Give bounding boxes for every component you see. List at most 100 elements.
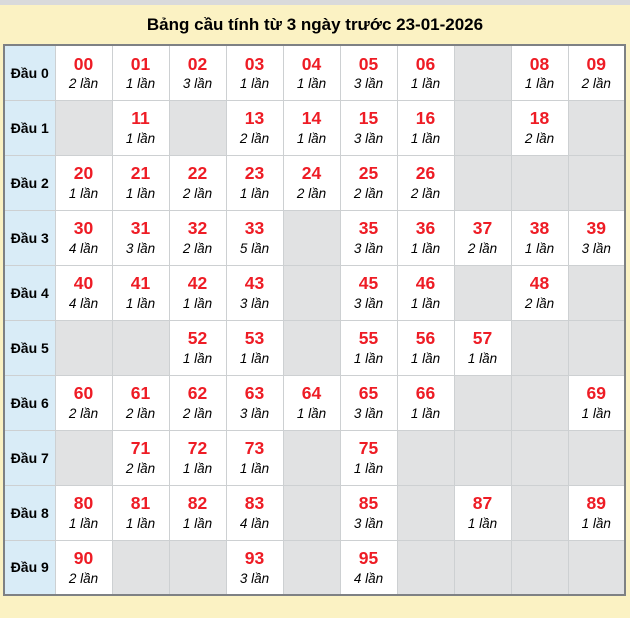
cell-number: 85 xyxy=(358,493,379,514)
table-wrap: Đầu 0 00 2 lần 01 1 lần 02 3 lần 03 1 lần 04 1 lần… xyxy=(0,44,630,596)
cell-61: 61 2 lần xyxy=(111,374,170,431)
cell-number: 75 xyxy=(358,438,379,459)
cell-45: 45 3 lần xyxy=(339,264,398,321)
cell-number: 35 xyxy=(358,218,379,239)
cell-times: 2 lần xyxy=(68,406,99,422)
cell-times: 1 lần xyxy=(125,516,156,532)
cell-number: 18 xyxy=(529,108,550,129)
cell-times: 1 lần xyxy=(467,351,498,367)
cell-38: 38 1 lần xyxy=(510,209,569,266)
cell-number: 24 xyxy=(301,163,322,184)
table-row: Đầu 6 60 2 lần 61 2 lần 62 2 lần 63 3 lần 64 1 lần… xyxy=(3,374,626,431)
cell-number: 73 xyxy=(244,438,265,459)
empty-cell xyxy=(54,429,113,486)
cell-times: 1 lần xyxy=(581,516,611,532)
cell-20: 20 1 lần xyxy=(54,154,113,211)
cell-times: 4 lần xyxy=(353,570,384,586)
cell-number: 65 xyxy=(358,383,379,404)
cell-number: 43 xyxy=(244,273,265,294)
cell-number: 38 xyxy=(529,218,550,239)
cell-times: 2 lần xyxy=(182,186,213,202)
cell-number: 46 xyxy=(415,273,436,294)
empty-cell xyxy=(510,484,569,541)
cell-21: 21 1 lần xyxy=(111,154,170,211)
cell-36: 36 1 lần xyxy=(396,209,455,266)
cell-65: 65 3 lần xyxy=(339,374,398,431)
cell-times: 1 lần xyxy=(239,351,270,367)
empty-cell xyxy=(111,539,170,596)
cell-times: 3 lần xyxy=(239,406,270,422)
empty-cell xyxy=(567,154,626,211)
cell-times: 1 lần xyxy=(410,76,441,92)
cell-number: 60 xyxy=(73,383,94,404)
cell-26: 26 2 lần xyxy=(396,154,455,211)
cell-number: 52 xyxy=(187,328,208,349)
cell-times: 1 lần xyxy=(239,186,270,202)
cell-number: 53 xyxy=(244,328,265,349)
cell-times: 3 lần xyxy=(239,570,270,586)
empty-cell xyxy=(567,319,626,376)
cell-56: 56 1 lần xyxy=(396,319,455,376)
cell-number: 39 xyxy=(586,218,606,239)
table-row: Đầu 2 20 1 lần 21 1 lần 22 2 lần 23 1 lần 24 2 lần… xyxy=(3,154,626,211)
cell-number: 80 xyxy=(73,493,94,514)
cell-number: 48 xyxy=(529,273,550,294)
cell-number: 11 xyxy=(131,108,150,129)
cell-number: 09 xyxy=(586,53,606,74)
cell-82: 82 1 lần xyxy=(168,484,227,541)
cell-number: 23 xyxy=(244,163,265,184)
empty-cell xyxy=(282,539,341,596)
cell-number: 25 xyxy=(358,163,379,184)
cell-number: 04 xyxy=(301,53,322,74)
empty-cell xyxy=(510,539,569,596)
cell-13: 13 2 lần xyxy=(225,99,284,156)
cell-times: 3 lần xyxy=(353,131,384,147)
cell-times: 2 lần xyxy=(182,406,213,422)
table-row: Đầu 1 11 1 lần 13 2 lần 14 1 lần 15 3 lần 16 1 lần… xyxy=(3,99,626,156)
cell-times: 2 lần xyxy=(68,570,99,586)
cell-times: 3 lần xyxy=(581,241,611,257)
empty-cell xyxy=(567,539,626,596)
cell-14: 14 1 lần xyxy=(282,99,341,156)
cell-number: 42 xyxy=(187,273,208,294)
cell-89: 89 1 lần xyxy=(567,484,626,541)
table-row: Đầu 4 40 4 lần 41 1 lần 42 1 lần 43 3 lần 45 3 lần… xyxy=(3,264,626,321)
cell-32: 32 2 lần xyxy=(168,209,227,266)
cell-69: 69 1 lần xyxy=(567,374,626,431)
cell-48: 48 2 lần xyxy=(510,264,569,321)
cell-times: 2 lần xyxy=(353,186,384,202)
cell-number: 16 xyxy=(415,108,436,129)
cell-85: 85 3 lần xyxy=(339,484,398,541)
cell-times: 3 lần xyxy=(353,76,384,92)
cell-23: 23 1 lần xyxy=(225,154,284,211)
cell-times: 2 lần xyxy=(125,406,156,422)
cell-09: 09 2 lần xyxy=(567,44,626,101)
cell-87: 87 1 lần xyxy=(453,484,512,541)
cell-01: 01 1 lần xyxy=(111,44,170,101)
cell-number: 62 xyxy=(187,383,208,404)
cell-95: 95 4 lần xyxy=(339,539,398,596)
cell-42: 42 1 lần xyxy=(168,264,227,321)
cell-number: 15 xyxy=(358,108,379,129)
cell-16: 16 1 lần xyxy=(396,99,455,156)
lottery-frequency-table: Đầu 0 00 2 lần 01 1 lần 02 3 lần 03 1 lần 04 1 lần… xyxy=(3,44,626,596)
cell-41: 41 1 lần xyxy=(111,264,170,321)
cell-times: 2 lần xyxy=(125,461,156,477)
cell-times: 3 lần xyxy=(353,241,384,257)
cell-37: 37 2 lần xyxy=(453,209,512,266)
cell-93: 93 3 lần xyxy=(225,539,284,596)
cell-number: 69 xyxy=(586,383,606,404)
cell-times: 2 lần xyxy=(467,241,498,257)
empty-cell xyxy=(54,99,113,156)
cell-15: 15 3 lần xyxy=(339,99,398,156)
empty-cell xyxy=(168,539,227,596)
cell-24: 24 2 lần xyxy=(282,154,341,211)
row-header-dau-1: Đầu 1 xyxy=(3,99,56,156)
row-header-dau-4: Đầu 4 xyxy=(3,264,56,321)
table-row: Đầu 0 00 2 lần 01 1 lần 02 3 lần 03 1 lần 04 1 lần… xyxy=(3,44,626,101)
table-row: Đầu 7 71 2 lần 72 1 lần 73 1 lần 75 1 lần xyxy=(3,429,626,486)
cell-times: 1 lần xyxy=(353,351,384,367)
empty-cell xyxy=(453,154,512,211)
cell-number: 95 xyxy=(358,548,379,569)
row-header-dau-9: Đầu 9 xyxy=(3,539,56,596)
